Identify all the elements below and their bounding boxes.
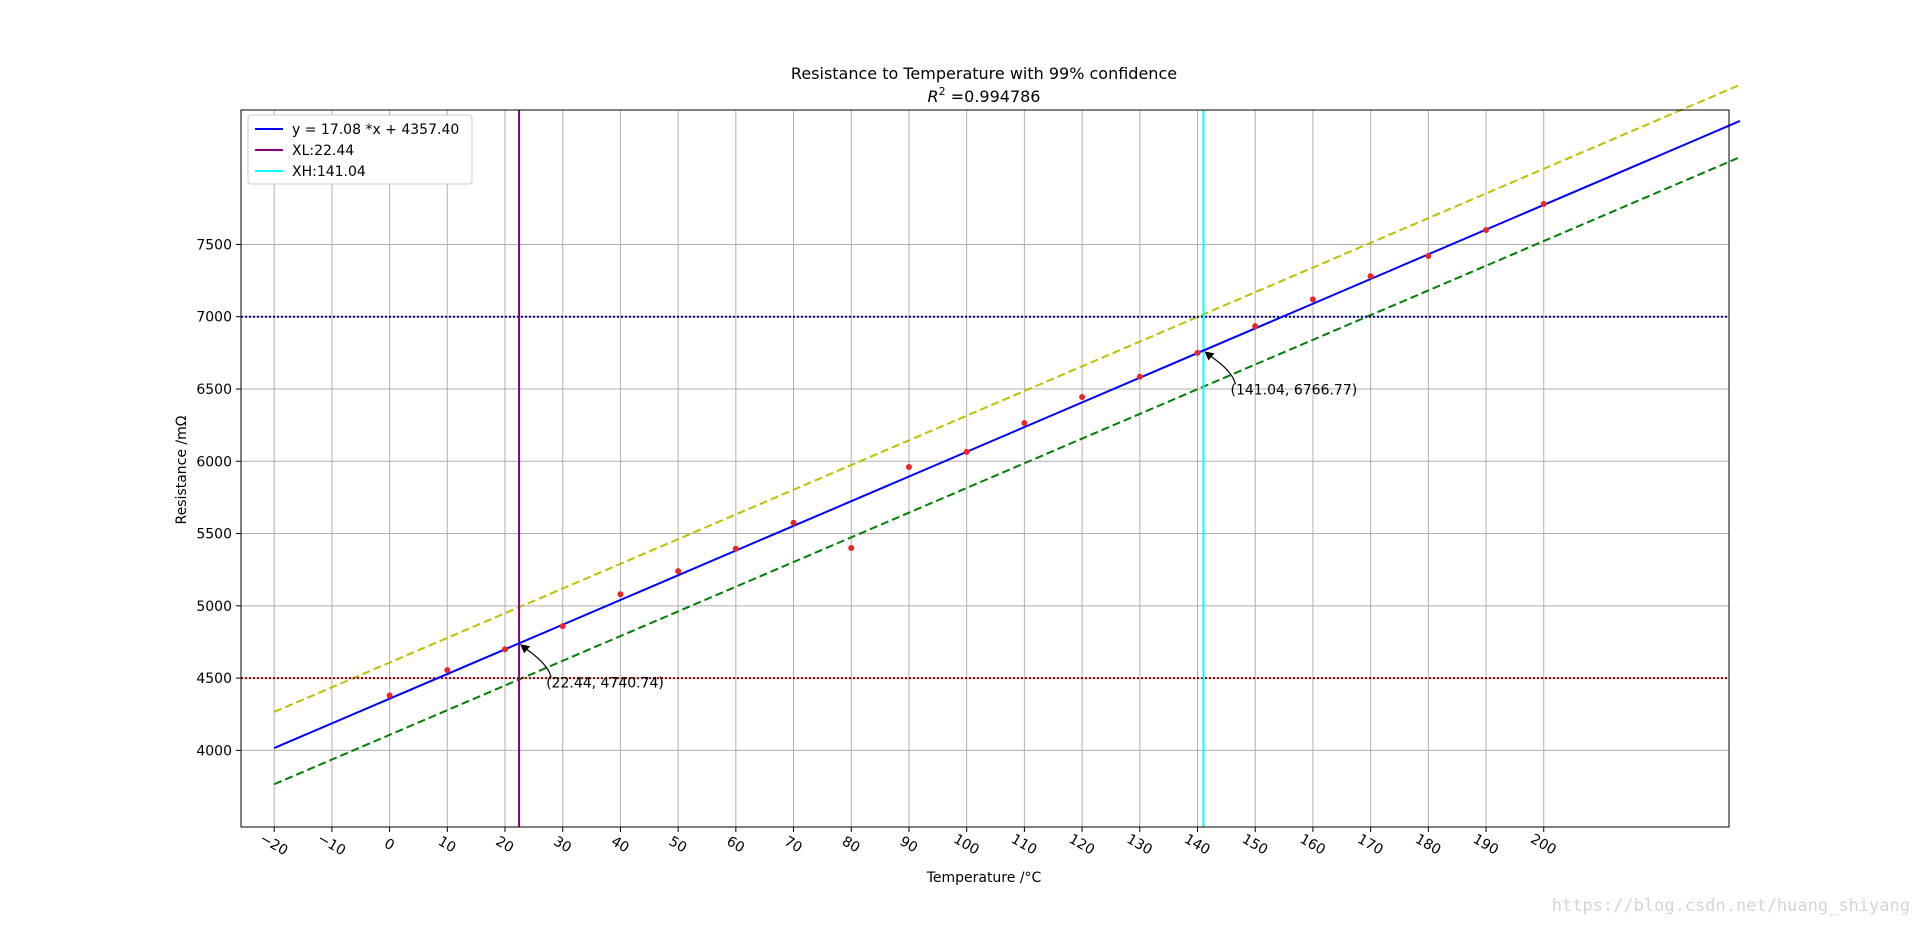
legend-box [247,114,473,185]
subtitle-r: R [928,87,939,106]
data-point [1309,296,1316,303]
reference-lines [241,110,1729,827]
data-point [905,464,912,471]
y-tick-label: 5000 [196,599,232,615]
data-point [617,591,624,598]
legend-label-xl: XL:22.44 [292,143,354,159]
data-point [1540,200,1547,207]
x-tick-label: 60 [724,833,747,856]
data-point [790,519,797,526]
annotation-arrowhead [1204,351,1215,361]
x-tick-label: 80 [839,833,862,856]
x-tick-label: 50 [666,833,689,856]
grid [241,110,1729,827]
x-tick-label: −20 [257,831,291,860]
y-tick-label: 7500 [196,237,232,253]
annotation-label: (141.04, 6766.77) [1231,382,1358,398]
x-tick-label: 30 [551,833,574,856]
annotation-arrow [521,645,552,678]
chart-title: Resistance to Temperature with 99% confi… [791,64,1177,83]
fit-line [273,120,1741,750]
data-point [963,448,970,455]
data-point [732,545,739,552]
y-tick-label: 7000 [196,310,232,326]
data-point [444,667,451,674]
data-point [502,646,509,653]
x-tick-label: 200 [1528,831,1559,858]
data-point [1079,393,1086,400]
x-tick-label: 140 [1181,831,1212,858]
data-point [1194,349,1201,356]
legend-label-fit: y = 17.08 *x + 4357.40 [292,122,459,138]
y-tick-label: 6500 [196,382,232,398]
x-tick-label: 150 [1239,831,1270,858]
plot-frame [240,109,1730,828]
x-tick-label: 170 [1355,831,1386,858]
annotation: (22.44, 4740.74) [520,644,664,691]
x-tick-label: 180 [1412,831,1443,858]
data-point [1021,419,1028,426]
annotation-label: (22.44, 4740.74) [546,675,664,691]
data-point [1136,373,1143,380]
data-point [848,545,855,552]
y-tick-label: 4000 [196,743,232,759]
x-axis-label: Temperature /°C [926,870,1042,886]
x-tick-label: 70 [781,833,804,856]
fit-line-group [273,120,1741,750]
axis-ticks: −20 −10 0 10 20 30 40 50 60 70 80 90 100 110 120 130 140… [196,237,1558,859]
x-tick-label: 90 [897,833,920,856]
y-tick-label: 5500 [196,527,232,543]
legend-label-xh: XH:141.04 [292,164,366,180]
annotation-arrowhead [520,644,531,654]
y-axis-label: Resistance /mΩ [174,415,190,524]
x-tick-label: 190 [1470,831,1501,858]
y-tick-label: 4500 [196,671,232,687]
y-tick-label: 6000 [196,454,232,470]
data-point [1483,226,1490,233]
x-tick-label: 100 [951,831,982,858]
annotation: (141.04, 6766.77) [1204,351,1358,398]
lower-confidence-line [273,156,1741,786]
data-point [1367,273,1374,280]
subtitle-superscript: 2 [939,85,946,98]
upper-confidence-line [273,83,1741,713]
x-tick-label: 40 [608,833,631,856]
legend: y = 17.08 *x + 4357.40 XL:22.44 XH:141.0… [247,114,473,185]
data-point [675,568,682,575]
chart-subtitle: R2 =0.994786 [928,85,1041,106]
x-tick-label: 110 [1008,831,1039,858]
x-tick-label: 120 [1066,831,1097,858]
data-point [386,692,393,699]
data-point [1425,253,1432,260]
x-tick-label: 130 [1124,831,1155,858]
x-tick-label: 160 [1297,831,1328,858]
annotation-arrow [1206,352,1237,385]
annotations: (22.44, 4740.74) (141.04, 6766.77) [520,351,1357,691]
data-points [386,200,1547,699]
data-point [1252,323,1259,330]
watermark: https://blog.csdn.net/huang_shiyang [1551,896,1910,916]
x-tick-label: −10 [315,831,349,860]
x-tick-label: 0 [381,836,397,854]
x-tick-label: 20 [493,833,516,856]
subtitle-value: =0.994786 [946,87,1041,106]
x-tick-label: 10 [435,833,458,856]
data-point [559,623,566,630]
